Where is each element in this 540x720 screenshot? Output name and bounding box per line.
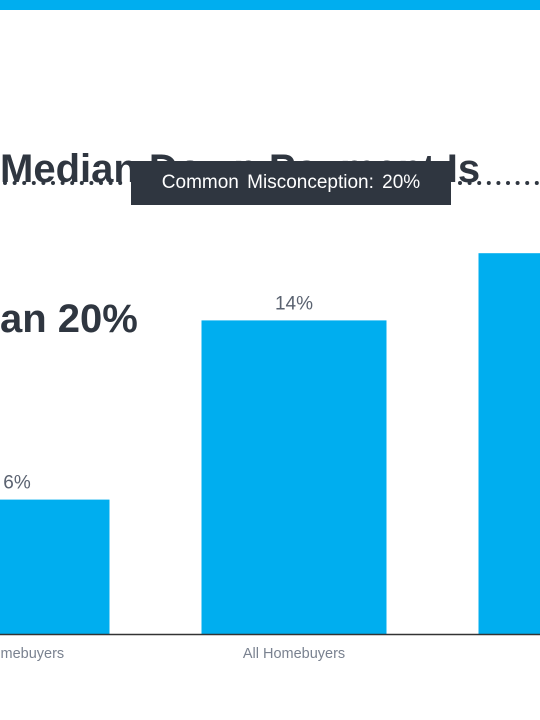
misconception-banner: Common Misconception: 20% (131, 161, 451, 205)
bar-group (0, 253, 540, 634)
bar-1 (0, 499, 110, 634)
value-label-2: 14% (275, 293, 313, 314)
value-label-group: 6% 14% (3, 293, 313, 493)
title-line-2: an 20% (0, 297, 138, 341)
category-label-group: e HomebuyersAll HomebuyersRepea (0, 646, 345, 662)
bar-3 (478, 253, 540, 634)
top-accent-bar (0, 0, 540, 10)
value-label-1: 6% (3, 473, 31, 494)
category-label-1: e Homebuyers (0, 646, 64, 662)
category-label-2: All Homebuyers (243, 646, 345, 662)
bar-2 (201, 320, 387, 634)
